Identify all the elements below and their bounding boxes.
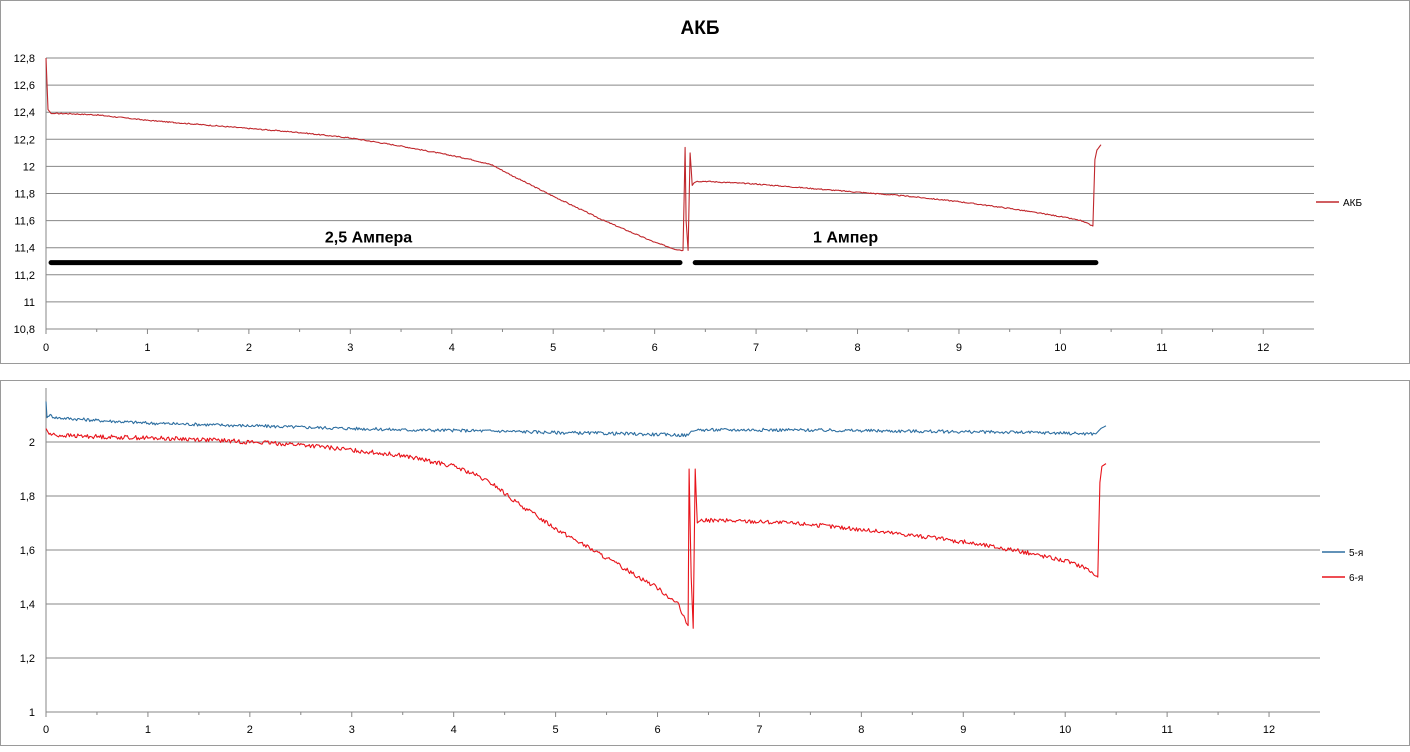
x-tick-label: 6	[652, 342, 658, 354]
x-tick-label: 12	[1263, 724, 1275, 736]
y-tick-label: 11,6	[14, 216, 35, 228]
series-line-акб	[45, 57, 1102, 252]
cells-voltage-chart: 11,21,41,61,820 1 2 3 4 5 6 7 8 9 10 11 125-я6-я	[20, 388, 1363, 736]
x-tick-label: 10	[1059, 724, 1071, 736]
y-tick-label: 2	[29, 437, 35, 449]
chart-panel-cells: 1 1,2 1,4 1,6 1,8 2 0 1 2 3 4 5 6 7 8 9 10 11 12 5-я 6-я	[0, 380, 1410, 746]
y-tick-label: 12,6	[14, 80, 35, 92]
x-tick-label: 0	[43, 724, 49, 736]
series-line-6-я	[45, 428, 1107, 629]
legend-label-акб: АКБ	[1343, 198, 1362, 209]
x-tick-label: 3	[349, 724, 355, 736]
y-tick-label: 12,4	[14, 107, 35, 119]
y-tick-label: 11	[24, 297, 35, 309]
chart-title: АКБ	[681, 18, 720, 39]
x-tick-label: 12	[1257, 342, 1269, 354]
y-tick-label: 1,2	[20, 653, 35, 665]
chart-panel-akb: АКБ 10,8 11 11,2 11,4 11,6 11,8 12 12,2 12,4 12,6 1…	[0, 0, 1410, 364]
x-tick-label: 1	[144, 342, 150, 354]
x-tick-label: 11	[1161, 724, 1172, 736]
x-tick-label: 2	[247, 724, 253, 736]
y-tick-label: 12,2	[14, 134, 35, 146]
annotation-label-1: 1 Ампер	[813, 230, 878, 247]
y-tick-label: 10,8	[14, 324, 35, 336]
x-tick-label: 10	[1054, 342, 1066, 354]
annotation-label-0: 2,5 Ампера	[325, 230, 412, 247]
x-tick-label: 5	[550, 342, 556, 354]
x-tick-label: 0	[43, 342, 49, 354]
x-tick-label: 4	[451, 724, 457, 736]
y-tick-label: 12,8	[14, 53, 35, 65]
y-tick-label: 12	[23, 161, 35, 173]
y-tick-label: 1,6	[20, 545, 35, 557]
akb-voltage-chart: АКБ10,81111,211,411,611,81212,212,412,61…	[14, 18, 1363, 354]
x-tick-label: 8	[854, 342, 860, 354]
y-tick-label: 1,8	[20, 491, 35, 503]
x-tick-label: 3	[347, 342, 353, 354]
y-tick-label: 11,2	[14, 270, 35, 282]
x-tick-label: 1	[145, 724, 151, 736]
x-tick-label: 11	[1156, 342, 1167, 354]
x-tick-label: 6	[654, 724, 660, 736]
y-tick-label: 11,8	[14, 189, 35, 201]
x-tick-label: 7	[756, 724, 762, 736]
x-tick-label: 9	[960, 724, 966, 736]
series-line-5-я	[45, 401, 1107, 438]
x-tick-label: 8	[858, 724, 864, 736]
x-tick-label: 2	[246, 342, 252, 354]
y-tick-label: 1,4	[20, 599, 35, 611]
legend-label-6-я: 6-я	[1349, 573, 1363, 584]
x-tick-label: 4	[449, 342, 455, 354]
x-tick-label: 7	[753, 342, 759, 354]
x-tick-label: 5	[553, 724, 559, 736]
x-tick-label: 9	[956, 342, 962, 354]
legend-label-5-я: 5-я	[1349, 548, 1363, 559]
y-tick-label: 1	[29, 707, 35, 719]
y-tick-label: 11,4	[14, 243, 35, 255]
